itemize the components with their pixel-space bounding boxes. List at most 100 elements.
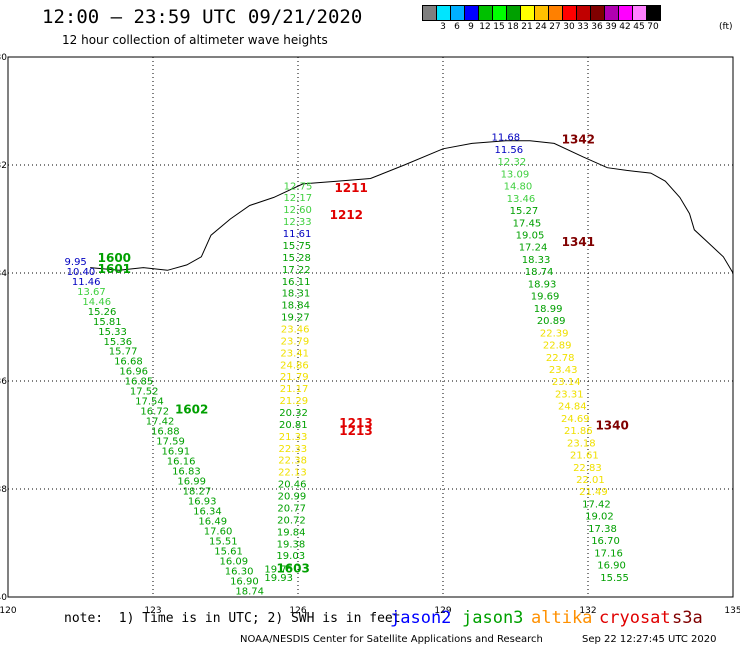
swh-value: 20.81	[279, 420, 308, 431]
swh-value: 22.01	[576, 475, 605, 486]
swh-value: 20.77	[277, 503, 306, 514]
track-time-label: 1211	[334, 181, 367, 195]
colorbar-label: 3	[440, 22, 446, 32]
swh-value: 16.96	[119, 367, 148, 378]
colorbar-label: 15	[493, 22, 505, 32]
legend-jason2-label: jason2	[390, 608, 452, 628]
swh-value: 18.93	[528, 279, 557, 290]
swh-value: 18.84	[281, 301, 310, 312]
colorbar-label: 36	[591, 22, 603, 32]
legend-cryosat: cryosat	[599, 608, 671, 628]
legend-cryosat-label: cryosat	[599, 608, 671, 628]
swh-value: 15.75	[283, 241, 312, 252]
swh-value: 18.74	[525, 267, 554, 278]
swh-value: 15.33	[98, 327, 127, 338]
swh-value: 19.93	[264, 573, 293, 584]
track-time-label: 1342	[562, 132, 595, 146]
swh-value: 16.70	[591, 536, 620, 547]
swh-value: 22.13	[278, 468, 307, 479]
swh-value: 18.27	[183, 486, 212, 497]
swh-value: 19.02	[585, 512, 614, 523]
swh-value: 16.99	[177, 477, 206, 488]
lat-tick-label: -40	[0, 593, 7, 603]
swh-value: 19.75	[264, 565, 293, 576]
swh-value: 19.84	[277, 527, 306, 538]
swh-value: 17.60	[204, 526, 233, 537]
colorbar-label: 39	[605, 22, 617, 32]
swh-value: 15.26	[88, 307, 117, 318]
track-time-label: 1600	[98, 251, 131, 265]
swh-value: 23.31	[555, 389, 584, 400]
swh-value: 17.16	[594, 548, 623, 559]
swh-value: 11.61	[283, 229, 312, 240]
legend-s3a-label: s3a	[672, 608, 703, 628]
legend-jason3-label: jason3	[462, 608, 524, 628]
lat-tick-label: -32	[0, 161, 7, 171]
lat-tick-label: -38	[0, 485, 7, 495]
swh-value: 10.40	[67, 267, 96, 278]
swh-value: 12.60	[283, 205, 312, 216]
swh-value: 22.33	[279, 444, 308, 455]
map-frame	[7, 56, 734, 598]
swh-value: 16.83	[172, 467, 201, 478]
timestamp: Sep 22 12:27:45 UTC 2020	[582, 634, 717, 645]
swh-value: 22.38	[278, 456, 307, 467]
swh-value: 22.89	[543, 341, 572, 352]
swh-value: 15.55	[600, 573, 629, 584]
legend-jason3: jason3	[462, 608, 523, 628]
swh-value: 15.27	[510, 206, 539, 217]
legend-altika-label: altika	[531, 608, 593, 628]
swh-value: 21.86	[564, 426, 593, 437]
swh-value: 17.59	[156, 437, 185, 448]
swh-value: 20.46	[278, 480, 307, 491]
swh-value: 17.22	[282, 265, 311, 276]
swh-value: 18.31	[282, 289, 311, 300]
swh-value: 22.39	[540, 328, 569, 339]
swh-value: 16.30	[225, 566, 254, 577]
swh-value: 20.72	[277, 515, 306, 526]
colorbar-unit: (ft)	[719, 22, 733, 32]
swh-value: 20.32	[279, 408, 308, 419]
swh-value: 16.49	[198, 516, 227, 527]
colorbar-label: 6	[454, 22, 460, 32]
swh-value: 19.05	[516, 231, 545, 242]
swh-value: 17.42	[146, 417, 175, 428]
swh-value: 24.86	[280, 360, 309, 371]
swh-value: 13.09	[501, 169, 530, 180]
swh-value: 17.24	[519, 243, 548, 254]
lat-tick-label: -36	[0, 377, 7, 387]
swh-value: 18.33	[522, 255, 551, 266]
lon-tick-label: 123	[144, 606, 161, 616]
lon-tick-label: 132	[579, 606, 596, 616]
swh-value: 17.52	[130, 387, 159, 398]
swh-value: 22.83	[573, 463, 602, 474]
swh-value: 13.46	[507, 194, 536, 205]
track-time-label: 1341	[562, 235, 595, 249]
colorbar-label: 24	[535, 22, 547, 32]
colorbar-label: 18	[507, 22, 519, 32]
track-time-label: 1603	[276, 562, 309, 576]
track-time-label: 1602	[175, 402, 208, 416]
legend-s3a: s3a	[672, 608, 703, 628]
swh-value: 23.79	[281, 336, 310, 347]
colorbar-label: 42	[619, 22, 631, 32]
swh-value: 20.99	[278, 492, 307, 503]
swh-value: 21.49	[579, 487, 608, 498]
track-time-label: 1212	[330, 208, 363, 222]
lon-tick-label: 129	[434, 606, 451, 616]
map-subtitle: 12 hour collection of altimeter wave hei…	[62, 33, 328, 47]
colorbar-labels: 3 6 9 12 15 18 21 24 27 30 33 36 39 42 45 70	[422, 22, 660, 32]
swh-value: 16.85	[125, 377, 154, 388]
swh-value: 21.79	[280, 372, 309, 383]
swh-value: 20.89	[537, 316, 566, 327]
swh-value: 19.38	[277, 539, 306, 550]
swh-value: 15.28	[282, 253, 311, 264]
lat-tick-label: -34	[0, 269, 7, 279]
track-time-label: 1213	[339, 416, 372, 430]
colorbar-label: 9	[468, 22, 474, 32]
swh-value: 11.56	[495, 145, 524, 156]
coastline	[90, 140, 734, 274]
swh-value: 17.54	[135, 397, 164, 408]
